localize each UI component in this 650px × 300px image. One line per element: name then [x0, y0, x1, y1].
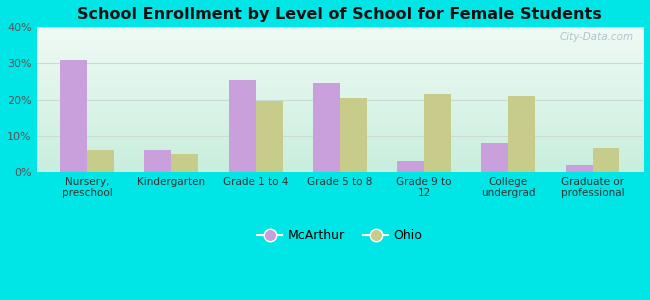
- Bar: [255, 101, 283, 172]
- Text: City-Data.com: City-Data.com: [560, 32, 634, 42]
- Bar: [229, 80, 255, 172]
- Bar: [60, 60, 87, 172]
- Bar: [481, 143, 508, 172]
- Bar: [313, 83, 340, 172]
- Bar: [172, 154, 198, 172]
- Bar: [87, 150, 114, 172]
- Title: School Enrollment by Level of School for Female Students: School Enrollment by Level of School for…: [77, 7, 602, 22]
- Bar: [566, 165, 593, 172]
- Bar: [144, 150, 172, 172]
- Bar: [397, 161, 424, 172]
- Bar: [508, 96, 535, 172]
- Bar: [340, 98, 367, 172]
- Bar: [593, 148, 619, 172]
- Bar: [424, 94, 451, 172]
- Legend: McArthur, Ohio: McArthur, Ohio: [252, 224, 427, 248]
